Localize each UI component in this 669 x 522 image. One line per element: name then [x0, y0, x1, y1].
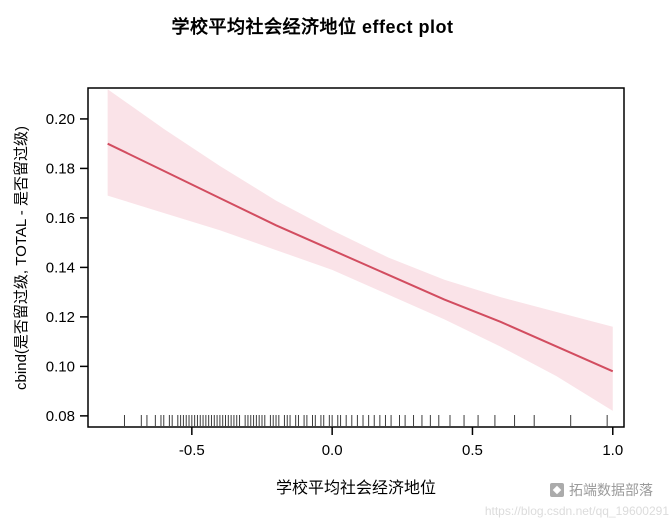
y-tick-label: 0.14 — [46, 259, 75, 276]
fitted-line — [107, 142, 614, 373]
confidence-band — [107, 89, 613, 411]
x-tick-label: 0.5 — [462, 442, 483, 459]
y-tick-label: 0.18 — [46, 160, 75, 177]
x-tick-label: 1.0 — [602, 442, 623, 459]
x-axis-label: 学校平均社会经济地位 — [276, 479, 436, 497]
chart-title: 学校平均社会经济地位 effect plot — [171, 17, 454, 37]
watermark-url-text: https://blog.csdn.net/qq_19600291 — [484, 504, 669, 518]
y-axis-label: cbind(是否留过级, TOTAL - 是否留过级) — [13, 126, 30, 390]
x-tick-label: 0.0 — [322, 442, 343, 459]
y-tick-label: 0.10 — [46, 358, 75, 375]
y-tick-label: 0.20 — [46, 111, 75, 128]
watermark-brand: 拓端数据部落 — [550, 480, 653, 500]
y-tick-label: 0.12 — [46, 309, 75, 326]
plot-box — [87, 87, 625, 428]
x-tick-label: -0.5 — [179, 442, 205, 459]
y-tick-label: 0.16 — [46, 210, 75, 227]
tuoduan-logo-icon — [550, 483, 564, 497]
watermark-brand-text: 拓端数据部落 — [569, 482, 653, 498]
y-tick-label: 0.08 — [46, 408, 75, 425]
